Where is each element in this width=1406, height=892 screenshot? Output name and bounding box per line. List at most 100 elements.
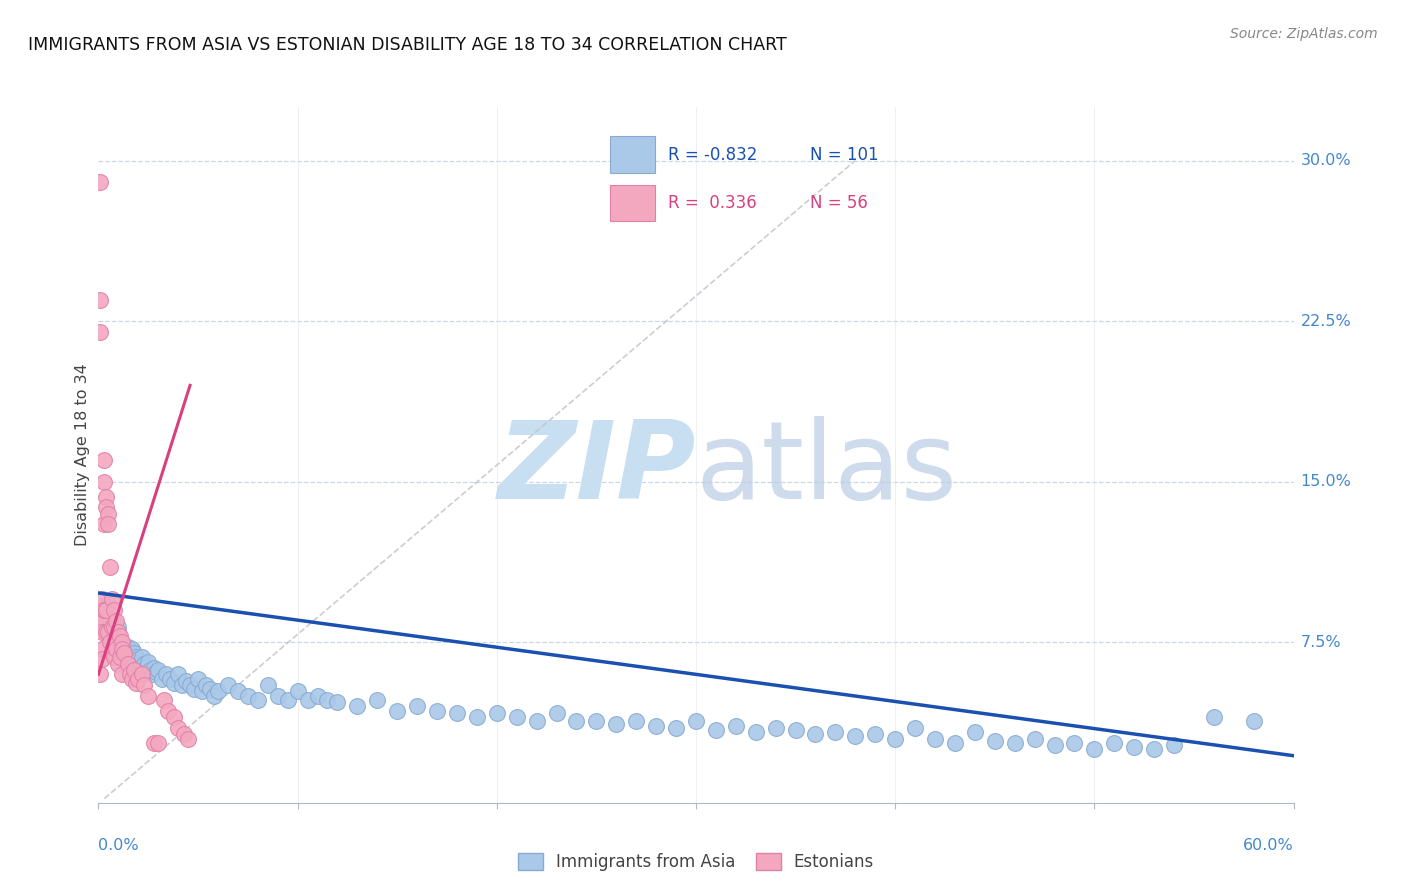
Point <box>96 624 118 639</box>
Text: ZIP: ZIP <box>498 416 696 522</box>
Point <box>316 693 339 707</box>
Point <box>93 453 115 467</box>
Point <box>704 723 727 737</box>
Text: R = -0.832: R = -0.832 <box>668 145 758 163</box>
Point <box>172 678 194 692</box>
Point <box>148 736 170 750</box>
Point <box>97 597 120 611</box>
Point <box>1063 736 1085 750</box>
Point <box>105 633 128 648</box>
Point <box>167 721 190 735</box>
Point <box>127 672 149 686</box>
Point <box>110 629 132 643</box>
Point <box>526 714 548 729</box>
Point <box>159 672 181 686</box>
Point <box>134 678 156 692</box>
Point <box>1163 738 1185 752</box>
Point <box>844 730 866 744</box>
Point <box>307 689 329 703</box>
Point <box>157 704 180 718</box>
Point <box>724 719 747 733</box>
Point <box>107 624 129 639</box>
Text: 15.0%: 15.0% <box>1301 475 1351 489</box>
Point <box>101 646 124 660</box>
Point <box>745 725 768 739</box>
Point <box>103 620 125 634</box>
Point <box>97 517 120 532</box>
Bar <box>610 185 655 221</box>
Point <box>163 676 186 690</box>
Point <box>963 725 986 739</box>
Point <box>1024 731 1046 746</box>
Point <box>326 695 349 709</box>
Point <box>198 682 221 697</box>
Point <box>346 699 368 714</box>
Text: N = 101: N = 101 <box>810 145 879 163</box>
Point <box>96 607 118 622</box>
Point <box>101 624 124 639</box>
Point <box>207 684 229 698</box>
Point <box>96 490 118 504</box>
Point <box>183 682 205 697</box>
Point <box>863 727 886 741</box>
Point <box>465 710 488 724</box>
Point <box>91 641 114 656</box>
Point <box>121 641 143 656</box>
Point <box>103 650 125 665</box>
Point <box>236 689 259 703</box>
Point <box>91 614 114 628</box>
Point <box>804 727 827 741</box>
Point <box>150 672 173 686</box>
Point <box>163 710 186 724</box>
Point <box>546 706 568 720</box>
Point <box>187 672 209 686</box>
Point <box>785 723 807 737</box>
Point <box>983 733 1005 747</box>
Point <box>124 663 146 677</box>
Text: N = 56: N = 56 <box>810 194 868 212</box>
Legend: Immigrants from Asia, Estonians: Immigrants from Asia, Estonians <box>512 847 880 878</box>
Point <box>143 661 166 675</box>
Point <box>277 693 299 707</box>
Point <box>91 652 114 666</box>
Point <box>124 646 146 660</box>
Point <box>105 614 128 628</box>
Point <box>89 293 111 307</box>
Point <box>117 640 139 654</box>
Point <box>129 657 152 671</box>
Point <box>103 603 125 617</box>
Point <box>202 689 225 703</box>
Point <box>131 667 153 681</box>
Text: 22.5%: 22.5% <box>1301 314 1351 328</box>
Point <box>194 678 218 692</box>
Point <box>143 736 166 750</box>
Point <box>96 603 118 617</box>
Point <box>125 676 148 690</box>
Point <box>98 620 122 634</box>
Point <box>884 731 907 746</box>
Point <box>406 699 429 714</box>
Point <box>93 599 115 613</box>
Point <box>765 721 787 735</box>
Point <box>385 704 409 718</box>
Point <box>121 672 143 686</box>
Point <box>191 684 214 698</box>
Point <box>101 620 124 634</box>
Point <box>93 517 115 532</box>
Point <box>1102 736 1125 750</box>
Point <box>226 684 249 698</box>
Point <box>645 719 668 733</box>
Text: 7.5%: 7.5% <box>1301 635 1341 649</box>
Point <box>134 657 156 671</box>
Point <box>824 725 846 739</box>
Point <box>1043 738 1066 752</box>
Point <box>1143 742 1166 756</box>
Point <box>91 592 114 607</box>
Point <box>924 731 946 746</box>
Text: IMMIGRANTS FROM ASIA VS ESTONIAN DISABILITY AGE 18 TO 34 CORRELATION CHART: IMMIGRANTS FROM ASIA VS ESTONIAN DISABIL… <box>28 36 787 54</box>
Point <box>173 727 195 741</box>
Point <box>89 667 111 681</box>
Point <box>105 641 128 656</box>
Point <box>98 635 122 649</box>
Point <box>120 667 142 681</box>
